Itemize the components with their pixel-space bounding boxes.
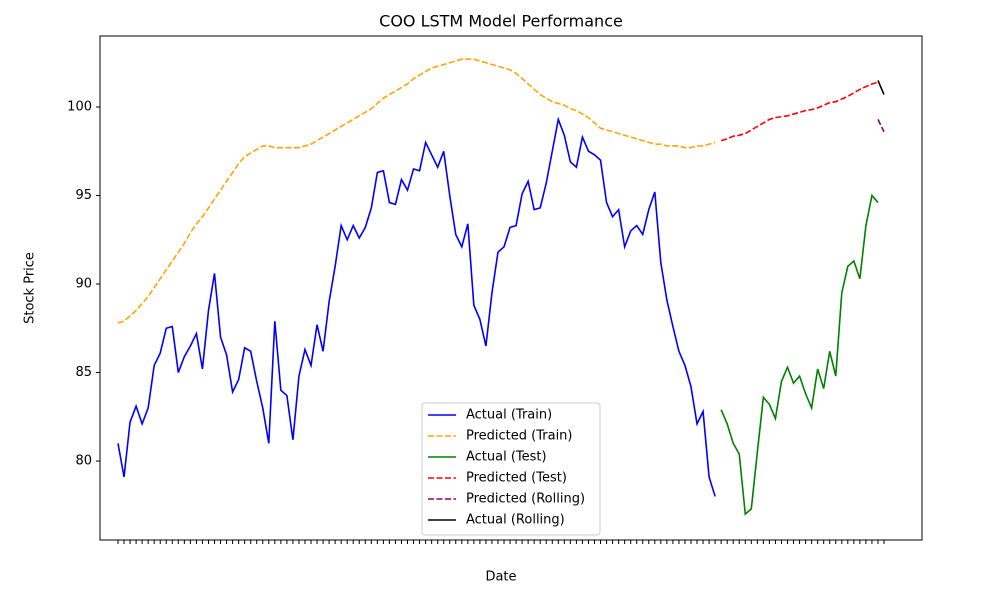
y-tick-label: 90	[75, 277, 92, 292]
plot-frame	[99, 35, 923, 541]
legend-label: Predicted (Rolling)	[466, 492, 585, 507]
legend-label: Actual (Train)	[466, 408, 552, 423]
series-line	[117, 58, 716, 324]
legend: Actual (Train) Predicted (Train) Actual (T…	[421, 402, 601, 536]
series-line	[720, 193, 879, 516]
y-tick-label: 85	[75, 365, 92, 380]
series-line	[117, 116, 716, 497]
series-line	[877, 119, 885, 133]
legend-box	[421, 402, 601, 536]
y-axis-label: Stock Price	[23, 252, 38, 324]
series-line	[720, 81, 879, 142]
y-tick-label: 95	[75, 188, 92, 203]
y-tick-label: 80	[75, 454, 92, 469]
x-axis-label: Date	[485, 570, 516, 585]
legend-label: Actual (Test)	[466, 450, 547, 465]
y-tick-label: 100	[67, 99, 92, 114]
legend-label: Predicted (Test)	[466, 471, 567, 486]
legend-label: Predicted (Train)	[466, 429, 573, 444]
series-line	[877, 80, 885, 95]
chart-title: COO LSTM Model Performance	[379, 12, 623, 31]
legend-label: Actual (Rolling)	[466, 513, 565, 528]
